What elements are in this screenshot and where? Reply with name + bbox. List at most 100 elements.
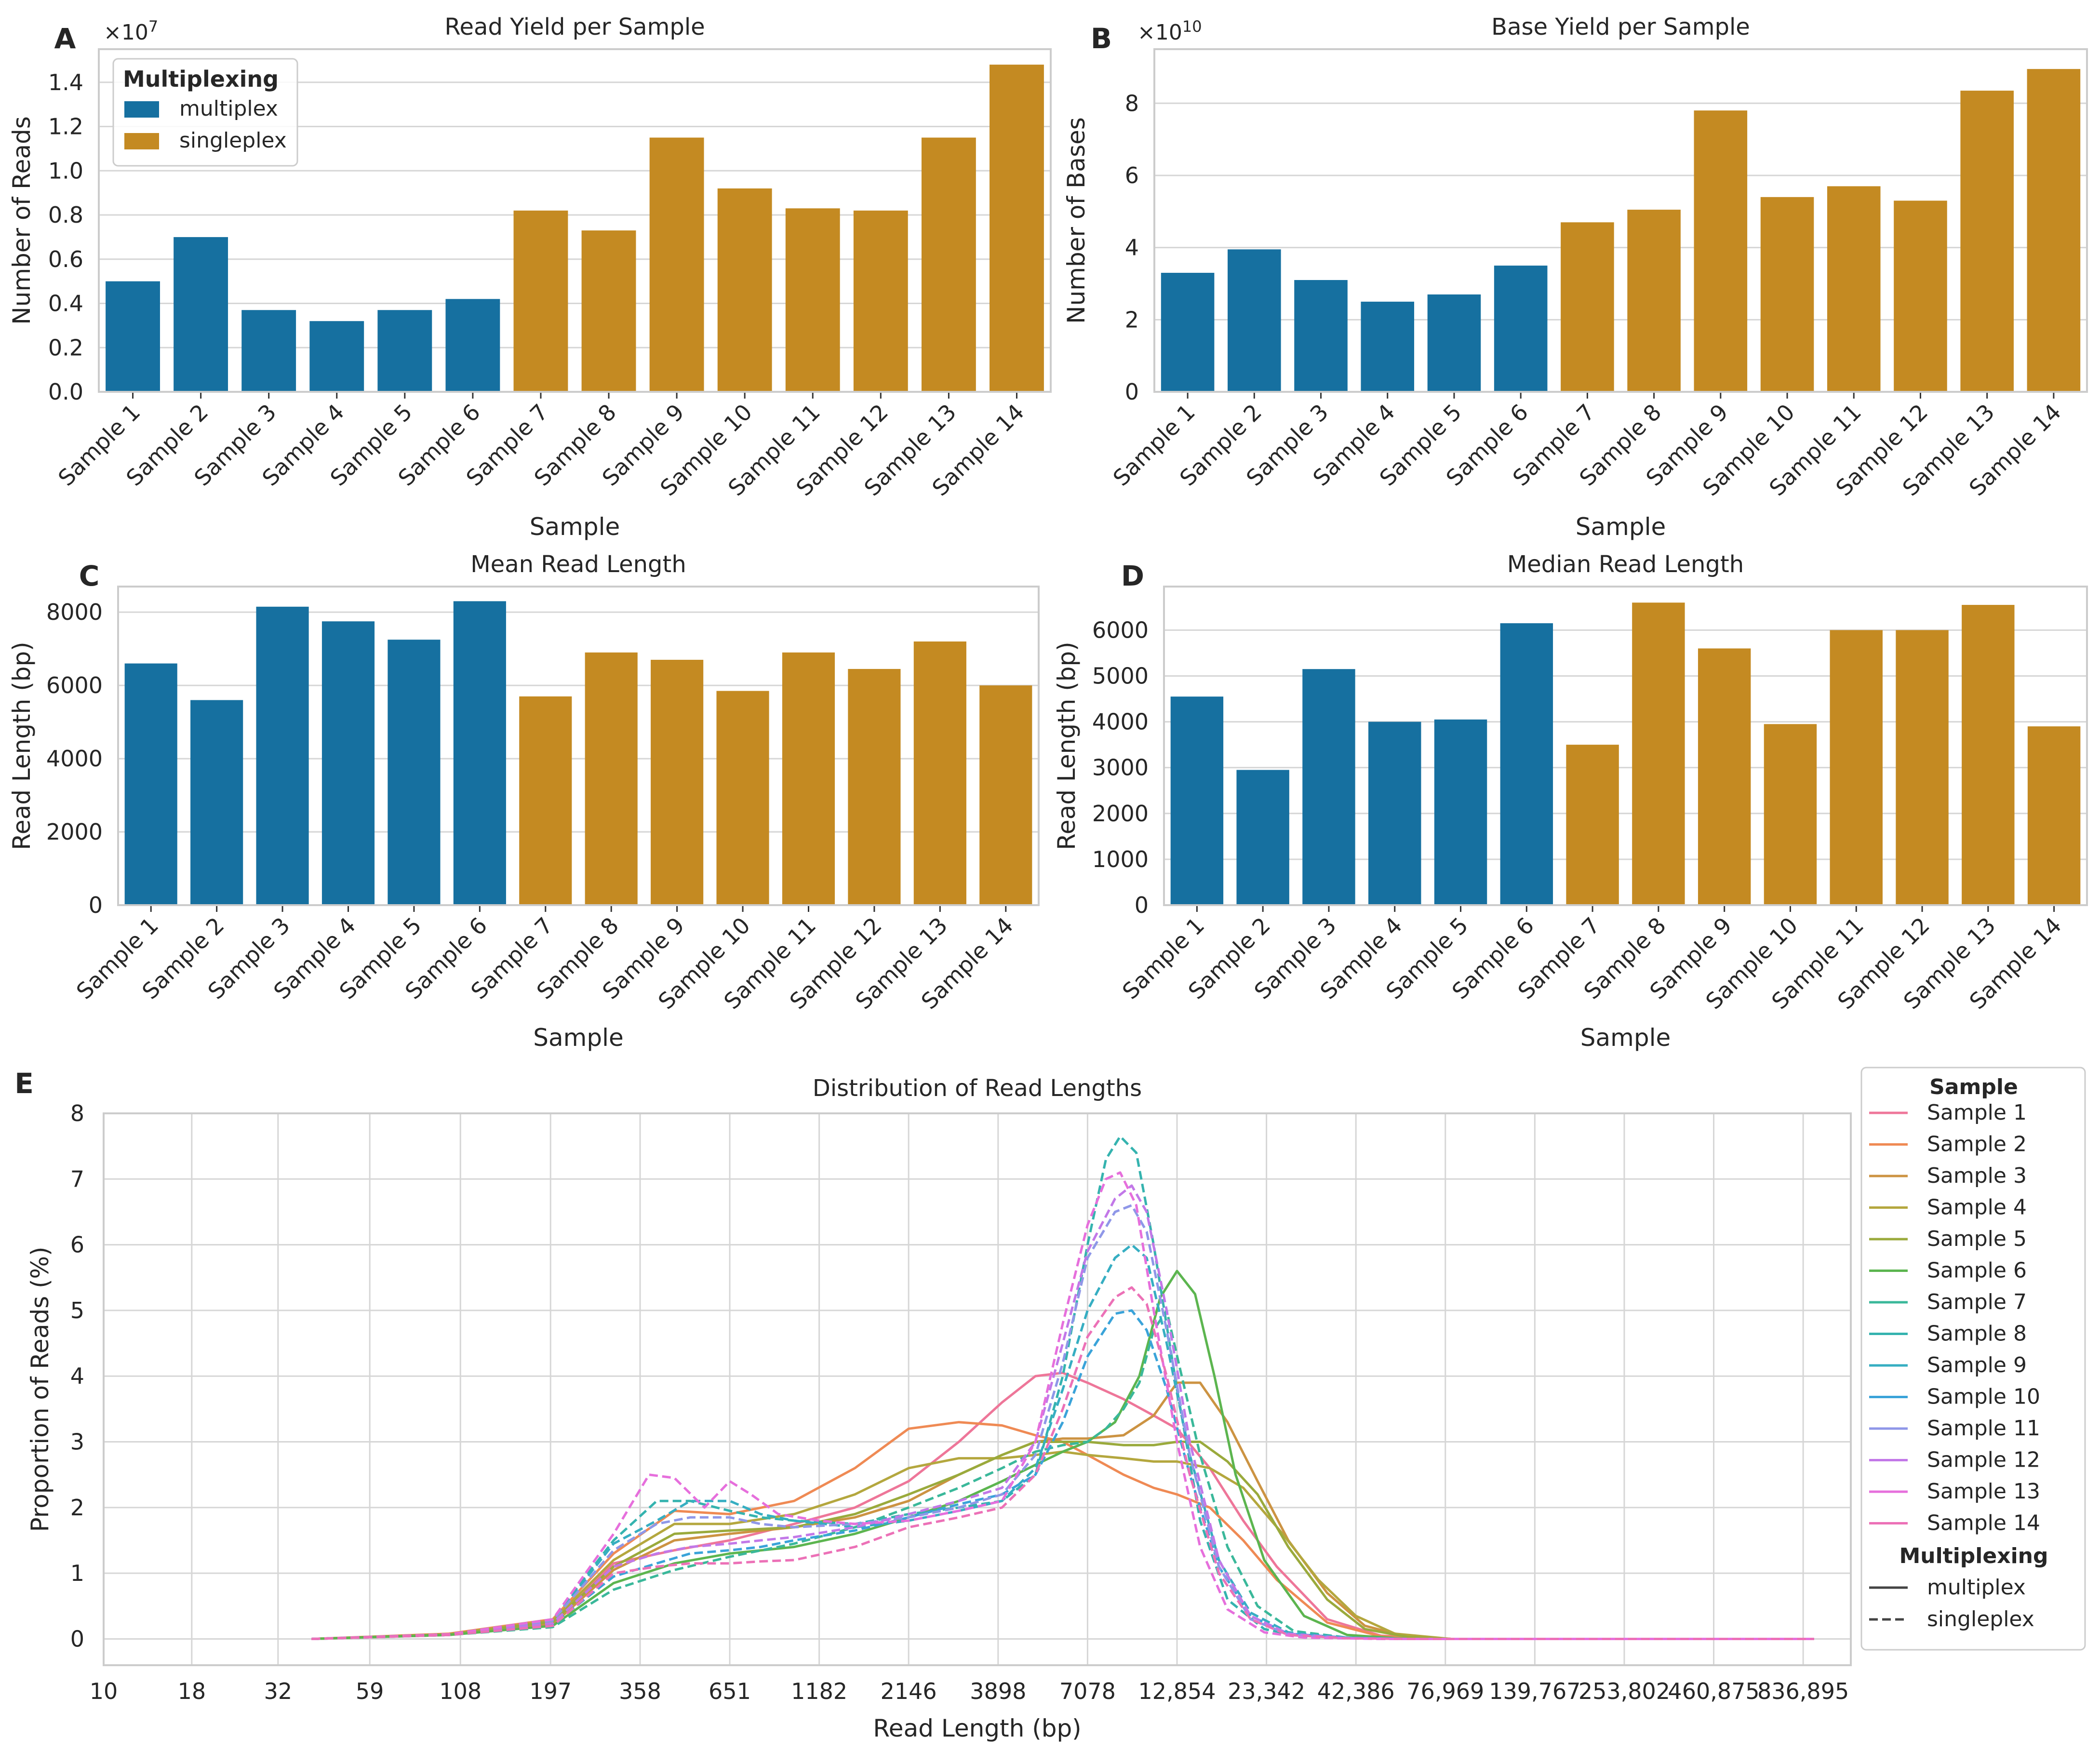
y-tick-label: 6000 — [1092, 617, 1149, 643]
bar — [921, 137, 976, 392]
bar — [377, 310, 432, 392]
y-tick-label: 2 — [1125, 307, 1139, 333]
bar — [1566, 745, 1619, 905]
series-line — [311, 1371, 1814, 1640]
y-tick-label: 7 — [70, 1166, 84, 1192]
series-line — [311, 1184, 1814, 1640]
legend-label: Sample 1 — [1927, 1100, 2027, 1125]
legend: Multiplexing multiplex singleplex — [112, 58, 298, 167]
bar — [321, 621, 375, 905]
bar — [1561, 222, 1614, 392]
y-tick-label: 8000 — [46, 599, 103, 625]
x-tick-label: 12,854 — [1138, 1678, 1216, 1704]
bar — [848, 668, 901, 905]
bar — [1161, 273, 1215, 392]
x-tick-label: 7078 — [1059, 1678, 1116, 1704]
axes-frame — [1153, 48, 2088, 393]
y-tick-label: 5000 — [1092, 663, 1149, 689]
x-tick-label: 42,386 — [1317, 1678, 1395, 1704]
series-line — [311, 1381, 1814, 1640]
y-tick-label: 1.0 — [48, 158, 83, 184]
x-tick-label: 10 — [90, 1678, 118, 1704]
offset-exponent: 10 — [1182, 17, 1202, 36]
y-axis-label: Read Length (bp) — [8, 642, 36, 850]
x-axis-label: Sample — [1580, 1024, 1671, 1052]
axes-frame — [103, 1112, 1852, 1666]
bar — [124, 663, 177, 905]
y-tick-label: 4 — [1125, 235, 1139, 261]
bar — [1896, 630, 1949, 905]
panel-letter: A — [54, 22, 76, 55]
bar — [1361, 301, 1415, 392]
chart-title: Read Yield per Sample — [444, 13, 705, 40]
x-tick-label: 3898 — [970, 1678, 1026, 1704]
panel-letter: D — [1121, 560, 1144, 592]
bar — [1434, 719, 1487, 905]
y-axis-label: Read Length (bp) — [1053, 642, 1081, 850]
y-tick-label: 0 — [1125, 379, 1139, 405]
bar — [513, 210, 568, 392]
legend-label: singleplex — [179, 128, 287, 153]
bar — [453, 601, 506, 905]
y-tick-label: 2000 — [1092, 801, 1149, 827]
y-axis-label: Proportion of Reads (%) — [26, 1246, 54, 1532]
x-axis-label: Sample — [533, 1024, 623, 1052]
y-tick-label: 6000 — [46, 672, 103, 698]
x-tick-label: 197 — [529, 1678, 572, 1704]
bar — [388, 640, 441, 905]
legend-label: multiplex — [179, 96, 278, 121]
y-tick-label: 0.8 — [48, 202, 83, 228]
x-tick-label: 32 — [264, 1678, 293, 1704]
bar — [1170, 696, 1224, 905]
bar — [785, 208, 840, 392]
bar — [241, 310, 296, 392]
bar — [1764, 724, 1817, 905]
series-line — [311, 1421, 1814, 1640]
x-tick-label: 651 — [709, 1678, 751, 1704]
legend-label: Sample 2 — [1927, 1132, 2027, 1157]
bar — [519, 696, 572, 905]
y-tick-label: 0 — [89, 892, 103, 918]
chart-title: Base Yield per Sample — [1491, 13, 1750, 40]
legend-label: Sample 5 — [1927, 1227, 2027, 1251]
legend-title: Multiplexing — [123, 66, 279, 92]
x-tick-label: 253,802 — [1578, 1678, 1670, 1704]
y-tick-label: 0 — [70, 1626, 84, 1652]
bar — [106, 281, 160, 392]
axes-frame — [117, 586, 1040, 906]
bar — [2027, 726, 2081, 905]
legend-frame — [112, 58, 298, 167]
chart-title: Median Read Length — [1507, 551, 1744, 578]
y-tick-label: 4000 — [46, 746, 103, 772]
bar — [1962, 605, 2015, 905]
bar — [1228, 249, 1281, 392]
y-tick-label: 2 — [70, 1495, 84, 1521]
legend-label: Sample 9 — [1927, 1353, 2027, 1377]
x-axis-label: Sample — [530, 513, 620, 541]
y-tick-label: 6 — [70, 1232, 84, 1258]
bar — [1960, 91, 2014, 392]
y-tick-label: 3000 — [1092, 755, 1149, 781]
bar — [1827, 186, 1881, 392]
legend-title: Sample — [1929, 1075, 2018, 1099]
bar — [1294, 280, 1348, 392]
offset-base: ×10 — [1137, 20, 1182, 45]
bar — [1494, 266, 1548, 392]
x-axis-label: Read Length (bp) — [873, 1714, 1081, 1742]
y-tick-label: 1.2 — [48, 114, 83, 140]
bar — [1698, 648, 1751, 905]
y-tick-label: 0.4 — [48, 291, 83, 317]
y-tick-label: 0 — [1135, 892, 1149, 918]
legend-style-title: Multiplexing — [1899, 1544, 2048, 1568]
bar — [1236, 770, 1289, 905]
axes-frame — [1163, 586, 2088, 906]
legend-label: Sample 11 — [1927, 1416, 2040, 1441]
bar — [716, 691, 769, 905]
y-tick-label: 3 — [70, 1429, 84, 1455]
bar — [990, 65, 1044, 392]
panel-letter: E — [14, 1067, 34, 1100]
legend-swatch — [124, 101, 159, 118]
bar — [649, 137, 704, 392]
